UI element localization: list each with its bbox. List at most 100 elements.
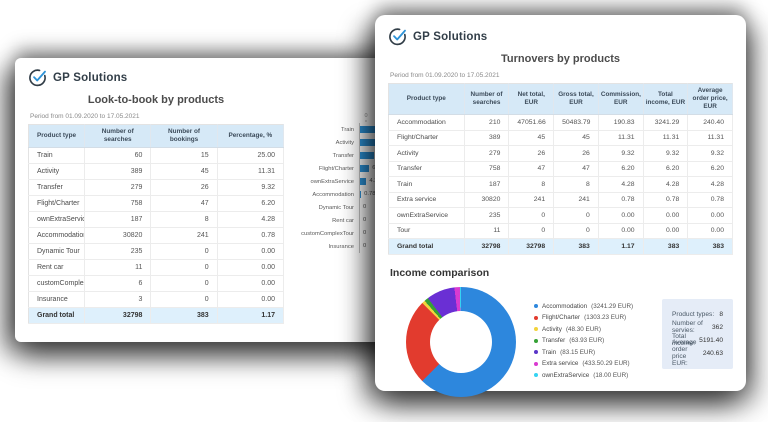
left-report-title: Look-to-book by products [87,94,225,106]
table-cell: 758 [84,195,152,212]
table-cell: 6 [84,275,152,292]
income-donut-chart [406,286,516,397]
column-header: Average order price, EUR [687,83,733,115]
table-cell: 25.00 [217,147,285,164]
table-cell: 279 [84,179,152,196]
bar-category-label: ownExtraService [310,178,355,185]
table-cell: 0.00 [598,207,644,224]
bar-row: Rent car 0 [298,214,632,227]
table-row: Transfer 758 47 47 6.20 6.20 6.20 [388,161,733,177]
table-cell: Transfer [388,161,465,177]
table-cell: 187 [84,211,152,228]
stat-row: Total income: 5191.40 [672,333,723,347]
table-cell: 240.40 [687,114,733,131]
legend-color-dot-icon [534,327,538,332]
table-cell: 0 [508,207,555,224]
legend-color-dot-icon [534,361,538,366]
table-cell: 4.28 [687,176,733,193]
stat-label: Average order price EUR: [672,339,697,367]
logo-text: GP Solutions [413,30,488,43]
column-header: Product type [28,124,86,148]
table-cell: 32798 [508,238,555,255]
table-cell: Activity [28,163,86,180]
table-cell: ownExtraService [28,211,86,228]
table-cell: 0 [553,207,599,224]
column-header: Number of searches [464,83,510,115]
bar-track: 0 [359,240,632,253]
table-cell: 0.78 [217,227,285,244]
bar [360,178,367,185]
table-cell: 8 [150,211,218,228]
column-header: Product type [388,83,465,115]
table-row: Transfer 279 26 9.32 [28,179,285,196]
legend-item: Accommodation (3241.29 EUR) [534,301,652,313]
bar-category-label: customComplexTour [301,230,354,237]
table-cell: 26 [150,179,218,196]
table-cell: Accommodation [28,227,86,244]
bar [360,191,362,198]
table-cell: Train [388,176,465,193]
table-cell: 11 [84,259,152,276]
table-cell: 3241.29 [643,114,689,131]
table-cell: 26 [508,145,555,162]
legend-value: (63.93 EUR) [569,337,605,345]
legend-label: ownExtraService [542,371,590,379]
table-cell: 0.00 [217,243,285,260]
bar-category-label: Train [341,126,354,133]
table-cell: 9.32 [643,145,689,162]
column-header: Number of bookings [150,124,218,148]
stat-row: Average order price EUR: 240.63 [672,339,723,367]
legend-label: Flight/Charter [542,314,581,322]
column-header: Net total, EUR [508,83,555,115]
bar-row: Accommodation 0.78 [298,188,632,201]
right-report-title: Turnovers by products [501,53,620,65]
table-cell: 0 [150,291,218,308]
table-cell: 47 [508,161,555,177]
column-header: Gross total, EUR [553,83,599,115]
table-cell: 6.20 [643,161,689,177]
grand-total-row: Grand total 32798 32798 383 1.17 383 383 [388,238,733,255]
table-cell: 60 [84,147,152,164]
stat-label: Number of servies: [672,320,703,334]
table-cell: 0 [508,223,555,239]
table-row: Train 60 15 25.00 [28,147,285,164]
stat-value: 362 [711,323,723,331]
table-cell: 187 [464,176,510,193]
table-cell: 11.31 [687,130,733,146]
table-cell: 26 [553,145,599,162]
table-cell: 0.00 [598,223,644,239]
legend-label: Activity [542,325,562,333]
table-cell: 0.78 [643,192,689,208]
table-cell: customComplexTour [28,275,86,292]
table-cell: 50483.79 [553,114,599,131]
table-cell: 47051.66 [508,114,555,131]
bar-category-label: Flight/Charter [318,165,354,172]
table-cell: 389 [464,130,510,146]
table-cell: 4.28 [217,211,285,228]
legend-item: Train (83.15 EUR) [534,347,652,359]
table-cell: 32798 [84,307,152,324]
legend-item: Activity (48.30 EUR) [534,324,652,336]
stat-value: 8 [719,310,723,318]
table-row: Tour 11 0 0 0.00 0.00 0.00 [388,223,733,239]
legend-value: (3241.29 EUR) [591,302,634,310]
legend-item: ownExtraService (18.00 EUR) [534,370,652,382]
table-cell: 383 [643,238,689,255]
table-row: Flight/Charter 389 45 45 11.31 11.31 11.31 [388,130,733,146]
table-cell: 0.00 [687,223,733,239]
bar-row: customComplexTour 0 [298,227,632,240]
table-cell: 0 [150,243,218,260]
table-row: Activity 389 45 11.31 [28,163,285,180]
turnovers-card: GP Solutions Turnovers by products Perio… [375,15,746,397]
gp-solutions-logo: GP Solutions [28,68,632,87]
table-cell: 4.28 [643,176,689,193]
table-row: Accommodation 210 47051.66 50483.79 190.83 32… [388,114,733,131]
table-row: Train 187 8 8 4.28 4.28 4.28 [388,176,733,193]
legend-item: Extra service (433.50.29 EUR) [534,358,652,370]
table-cell: 241 [508,192,555,208]
table-cell: 11.31 [598,130,644,146]
table-cell: 30820 [84,227,152,244]
table-cell: 241 [553,192,599,208]
table-cell: 0.00 [687,207,733,224]
table-row: customComplexTour600.00 [28,275,285,292]
